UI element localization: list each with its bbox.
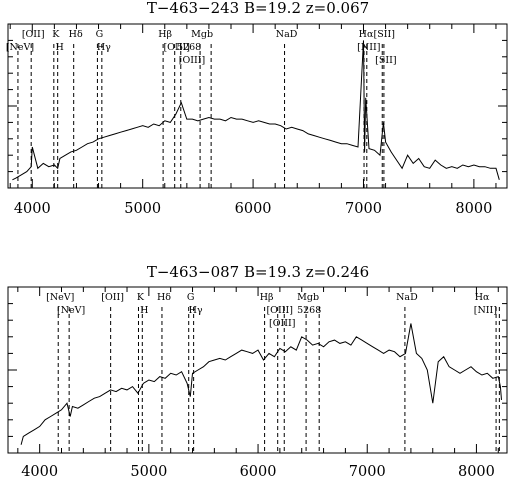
spectral-line-label: [OIII] [266, 305, 292, 316]
x-tick-label: 5000 [124, 201, 161, 217]
spectral-line-label: [SII] [374, 29, 395, 40]
spectral-line-label: G [96, 29, 104, 40]
x-tick-label: 4000 [14, 201, 51, 217]
plot-frame [7, 23, 508, 189]
spectrum-series [12, 40, 500, 181]
spectral-line-label: [NeV] [57, 305, 85, 316]
spectral-line-label: [NII] [357, 42, 380, 53]
x-tick-label: 7000 [345, 201, 382, 217]
spectral-line-label: NaD [396, 292, 418, 303]
chart-title-top: T−463−243 B=19.2 z=0.067 [147, 0, 369, 17]
x-tick-label: 6000 [235, 201, 272, 217]
spectral-line-label: [OIII] [269, 318, 295, 329]
spectral-line-label: [OII] [101, 292, 124, 303]
x-tick-label: 4000 [21, 464, 58, 479]
spectral-line-label: K [52, 29, 60, 40]
spectral-line-label: [SII] [375, 55, 396, 66]
spectral-line-label: Hδ [157, 292, 171, 303]
spectral-line-label: Mgb [297, 292, 319, 303]
spectral-line-label: 5268 [297, 305, 321, 316]
x-tick-label: 8000 [455, 201, 492, 217]
spectral-line-label: Hα [359, 29, 374, 40]
spectral-line-label: [OIII] [179, 55, 205, 66]
spectral-line-label: G [187, 292, 195, 303]
spectral-line-label: Hγ [97, 42, 111, 53]
x-tick-label: 8000 [458, 464, 495, 479]
x-tick-label: 7000 [349, 464, 386, 479]
spectral-line-label: Hα [475, 292, 490, 303]
spectral-line-label: Hγ [189, 305, 203, 316]
x-tick-label: 5000 [130, 464, 167, 479]
spectral-line-label: K [137, 292, 145, 303]
spectral-line-label: H [56, 42, 64, 53]
spectral-line-label: [NeV] [46, 292, 74, 303]
spectrum-series [20, 323, 502, 445]
spectral-line-label: NaD [276, 29, 298, 40]
spectral-line-label: 5268 [177, 42, 201, 53]
spectral-line-label: [NeV] [6, 42, 34, 53]
spectral-line-label: [NII] [474, 305, 497, 316]
chart-title-bottom: T−463−087 B=19.3 z=0.246 [147, 263, 369, 281]
spectral-line-label: Hβ [260, 292, 274, 303]
x-tick-label: 6000 [240, 464, 277, 479]
spectral-line-label: Mgb [191, 29, 213, 40]
spectral-line-label: [OIII] [163, 42, 189, 53]
spectral-line-label: Hβ [158, 29, 172, 40]
spectral-line-label: Hδ [69, 29, 83, 40]
spectral-line-label: H [140, 305, 148, 316]
spectral-line-label: [OII] [22, 29, 45, 40]
